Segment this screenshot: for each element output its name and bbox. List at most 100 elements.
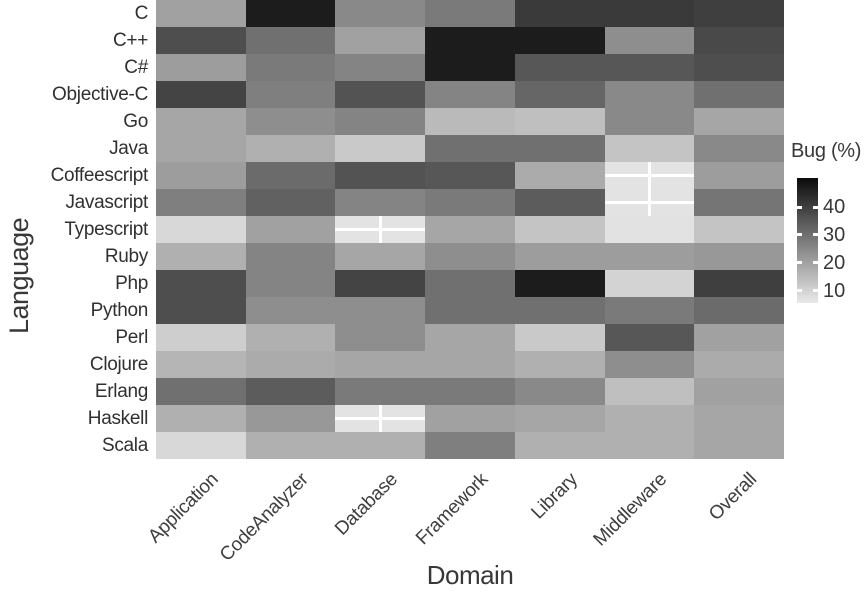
heatmap-cell-na-cross-marker	[604, 162, 695, 189]
heatmap-cell	[604, 54, 695, 81]
heatmap-cell	[335, 0, 426, 27]
heatmap-cell	[694, 108, 784, 135]
y-tick-label: Scala	[101, 435, 148, 456]
heatmap-cell	[425, 432, 515, 459]
y-tick-label: Erlang	[94, 381, 148, 402]
heatmap-cell	[245, 216, 336, 243]
y-tick-label: Python	[90, 300, 149, 321]
heatmap-cell	[604, 108, 695, 135]
heatmap-cell	[694, 405, 784, 432]
heatmap-cell	[514, 189, 605, 216]
heatmap-cell	[604, 351, 695, 378]
heatmap-cell	[156, 27, 246, 54]
legend-tick-label: 20	[823, 251, 846, 274]
heatmap-cell	[245, 0, 336, 27]
heatmap-cell	[156, 108, 246, 135]
heatmap-cell	[245, 405, 336, 432]
heatmap-cell	[156, 243, 246, 270]
heatmap-cell	[245, 27, 336, 54]
heatmap-cell	[514, 54, 605, 81]
heatmap-cell	[604, 378, 695, 405]
heatmap-cell	[604, 81, 695, 108]
heatmap-cell	[425, 216, 515, 243]
heatmap-cell	[514, 351, 605, 378]
heatmap-cell	[335, 54, 426, 81]
heatmap-cell	[514, 27, 605, 54]
heatmap-cell	[156, 135, 246, 162]
heatmap-cell	[514, 81, 605, 108]
heatmap-cell	[694, 243, 784, 270]
y-tick-label: Haskell	[87, 408, 149, 429]
y-tick-label: Ruby	[104, 246, 148, 267]
heatmap-cell	[604, 324, 695, 351]
heatmap-cell	[425, 351, 515, 378]
heatmap-cell	[514, 162, 605, 189]
heatmap-cell	[694, 378, 784, 405]
y-axis-tick-labels: C C++ C# Objective-C Go Java Coffeescript Javas…	[0, 0, 149, 459]
heatmap-cell	[156, 162, 246, 189]
heatmap-cell	[156, 432, 246, 459]
heatmap-cell	[694, 27, 784, 54]
heatmap-cell	[156, 189, 246, 216]
heatmap-cell	[156, 378, 246, 405]
heatmap-cell	[694, 135, 784, 162]
x-axis-title: Domain	[426, 560, 514, 590]
y-tick-label: Typescript	[64, 219, 148, 240]
legend-tick-dash	[797, 261, 802, 265]
heatmap-cell	[425, 243, 515, 270]
heatmap-cell	[514, 270, 605, 297]
heatmap-cell	[335, 27, 426, 54]
heatmap-cell	[245, 324, 336, 351]
heatmap-cell	[245, 54, 336, 81]
legend-tick-dash	[797, 289, 802, 292]
heatmap-cell	[514, 405, 605, 432]
legend-tick-dash	[813, 205, 818, 209]
heatmap-cell-na-cross-marker	[604, 189, 695, 216]
heatmap-cell	[694, 216, 784, 243]
heatmap-cell	[335, 135, 426, 162]
heatmap-cell	[425, 0, 515, 27]
legend-tick-dash	[813, 233, 818, 237]
heatmap-cell	[156, 216, 246, 243]
heatmap-cell	[694, 324, 784, 351]
heatmap-cell	[514, 324, 605, 351]
y-tick-label: C#	[124, 57, 148, 78]
heatmap-cell	[245, 162, 336, 189]
heatmap-cell	[425, 162, 515, 189]
y-tick-label: Javascript	[65, 192, 148, 213]
heatmap-cell	[425, 135, 515, 162]
heatmap-cell	[335, 162, 426, 189]
heatmap-cell	[245, 432, 336, 459]
x-tick-label: Middleware	[589, 469, 672, 551]
heatmap-cell	[425, 378, 515, 405]
heatmap-cell	[245, 378, 336, 405]
y-tick-label: Php	[115, 273, 148, 294]
heatmap-cell	[335, 189, 426, 216]
heatmap-cell	[156, 0, 246, 27]
heatmap-cell	[245, 297, 336, 324]
y-tick-label: Java	[109, 138, 148, 159]
heatmap-cell	[245, 351, 336, 378]
legend-tick-dash	[797, 233, 802, 237]
heatmap-cell	[694, 351, 784, 378]
heatmap-cell	[425, 405, 515, 432]
x-tick-label: Application	[144, 469, 223, 548]
x-tick-label: Overall	[705, 469, 762, 525]
heatmap-cell	[245, 81, 336, 108]
heatmap-cell-na-cross-marker	[335, 405, 426, 432]
heatmap-cell	[694, 0, 784, 27]
heatmap-cell-na-cross-marker	[335, 216, 426, 243]
heatmap-cell	[514, 378, 605, 405]
heatmap-cell	[335, 378, 426, 405]
heatmap-cell	[694, 54, 784, 81]
heatmap-cell	[156, 54, 246, 81]
heatmap-cell	[514, 297, 605, 324]
heatmap-cell	[425, 54, 515, 81]
legend-tick-label: 40	[823, 196, 846, 219]
legend-tick-dash	[813, 289, 818, 292]
legend-title: Bug (%)	[791, 140, 862, 162]
legend-tick-dash	[797, 205, 802, 209]
heatmap-cell	[425, 81, 515, 108]
heatmap-grid	[156, 0, 784, 459]
